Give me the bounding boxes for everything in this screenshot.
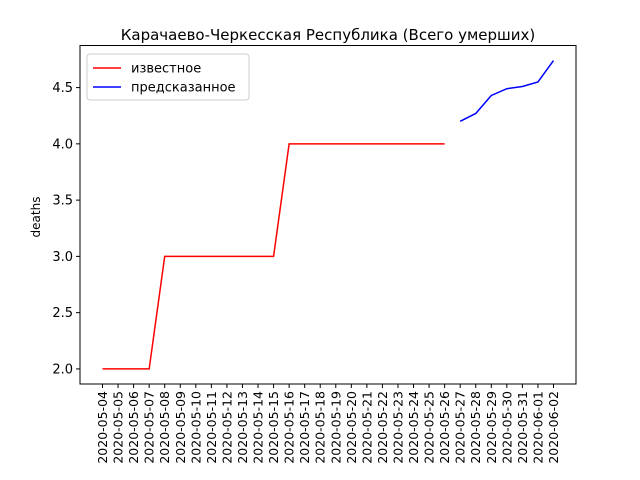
legend: известное предсказанное: [86, 53, 250, 101]
x-tick-label: 2020-05-22: [375, 391, 390, 464]
x-tick-label: 2020-05-05: [111, 391, 126, 464]
x-tick-label: 2020-05-21: [359, 391, 374, 464]
x-tick-label: 2020-05-24: [406, 391, 421, 464]
y-axis-label: deaths: [29, 197, 43, 238]
chart-title: Карачаево-Черкесская Республика (Всего у…: [121, 26, 536, 44]
x-tick-label: 2020-05-11: [204, 391, 219, 464]
y-tick-label: 3.5: [52, 194, 73, 209]
y-tick-label: 4.5: [52, 81, 73, 96]
x-tick-label: 2020-05-27: [453, 391, 468, 464]
x-tick-label: 2020-05-31: [515, 391, 530, 464]
x-tick-label: 2020-05-13: [235, 391, 250, 464]
x-tick-label: 2020-05-09: [173, 391, 188, 464]
x-tick-label: 2020-05-10: [188, 391, 203, 464]
x-tick-label: 2020-06-02: [546, 391, 561, 464]
x-tick-label: 2020-05-14: [251, 391, 266, 464]
x-tick-label: 2020-05-18: [313, 391, 328, 464]
x-tick-label: 2020-05-04: [95, 391, 110, 464]
x-tick-label: 2020-05-17: [297, 391, 312, 464]
y-tick-label: 4.0: [52, 137, 73, 152]
x-tick-label: 2020-05-12: [219, 391, 234, 464]
x-axis: 2020-05-04 2020-05-05 2020-05-06 2020-05-07…: [95, 384, 561, 464]
x-tick-label: 2020-05-28: [468, 391, 483, 464]
x-tick-label: 2020-05-25: [422, 391, 437, 464]
legend-box: [86, 53, 250, 101]
y-tick-label: 2.0: [52, 362, 73, 377]
plot-frame: [79, 45, 577, 385]
x-tick-label: 2020-05-30: [499, 391, 514, 464]
series-line-known: [102, 143, 445, 370]
x-tick-label: 2020-05-19: [328, 391, 343, 464]
x-tick-label: 2020-06-01: [530, 391, 545, 464]
x-tick-label: 2020-05-15: [266, 391, 281, 464]
x-tick-label: 2020-05-23: [390, 391, 405, 464]
y-tick-label: 2.5: [52, 306, 73, 321]
x-tick-label: 2020-05-08: [157, 391, 172, 464]
y-tick-label: 3.0: [52, 250, 73, 265]
x-tick-label: 2020-05-16: [282, 391, 297, 464]
x-tick-label: 2020-05-20: [344, 391, 359, 464]
legend-label-predicted: предсказанное: [131, 81, 236, 96]
y-axis: 2.0 2.5 3.0 3.5 4.0 4.5: [52, 81, 80, 377]
x-tick-label: 2020-05-07: [142, 391, 157, 464]
series-line-predicted: [459, 60, 555, 123]
x-tick-label: 2020-05-29: [484, 391, 499, 464]
plot-lines: [102, 60, 555, 370]
x-tick-label: 2020-05-26: [437, 391, 452, 464]
x-tick-label: 2020-05-06: [126, 391, 141, 464]
legend-label-known: известное: [131, 62, 201, 77]
